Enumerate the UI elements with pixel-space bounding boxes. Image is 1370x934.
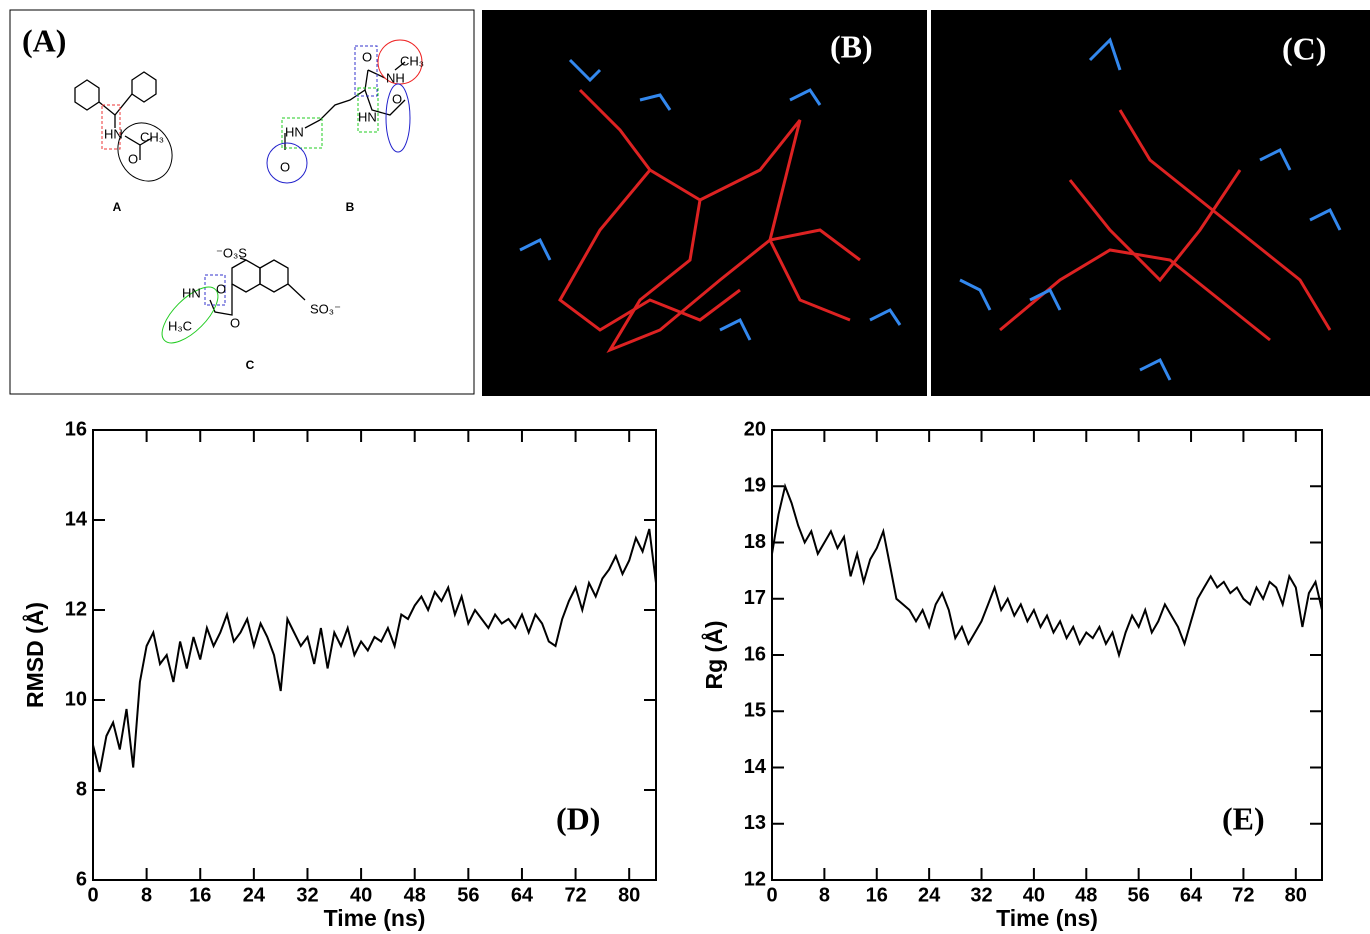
x-tick-label: 48 bbox=[1075, 884, 1097, 906]
panel-b-image bbox=[482, 10, 927, 396]
panel-a-frame bbox=[9, 9, 475, 395]
y-tick-label: 19 bbox=[744, 475, 766, 497]
y-tick-label: 12 bbox=[65, 598, 87, 620]
x-tick-label: 72 bbox=[1232, 884, 1254, 906]
x-tick-label: 56 bbox=[457, 884, 479, 906]
y-tick-label: 18 bbox=[744, 531, 766, 553]
x-tick-label: 80 bbox=[618, 884, 640, 906]
structure-drawings bbox=[74, 39, 423, 344]
y-tick-label: 14 bbox=[65, 508, 88, 530]
x-tick-label: 80 bbox=[1285, 884, 1307, 906]
panel-label: (A) bbox=[22, 22, 66, 58]
x-tick-label: 72 bbox=[564, 884, 586, 906]
x-tick-label: 40 bbox=[1023, 884, 1045, 906]
atom-label: SO₃⁻ bbox=[310, 301, 341, 316]
x-tick-label: 48 bbox=[404, 884, 426, 906]
structure-caption: C bbox=[246, 358, 255, 372]
x-tick-label: 24 bbox=[918, 884, 941, 906]
panel-label: (C) bbox=[1282, 30, 1326, 66]
atom-label: O bbox=[230, 315, 240, 330]
y-tick-label: 12 bbox=[744, 868, 766, 890]
atom-label: HN bbox=[358, 109, 377, 124]
plot-frame bbox=[92, 429, 657, 881]
atom-label: O bbox=[280, 159, 290, 174]
y-tick-label: 15 bbox=[744, 700, 766, 722]
x-tick-label: 0 bbox=[87, 884, 98, 906]
atom-label: NH bbox=[386, 70, 405, 85]
y-tick-label: 6 bbox=[76, 868, 87, 890]
panel-c-image bbox=[931, 10, 1370, 396]
molecule-sketch bbox=[519, 37, 1342, 381]
y-tick-label: 10 bbox=[65, 688, 87, 710]
y-tick-label: 17 bbox=[744, 587, 766, 609]
y-tick-label: 20 bbox=[744, 418, 766, 440]
atom-label: O bbox=[362, 49, 372, 64]
y-tick-label: 8 bbox=[76, 778, 87, 800]
atom-label: CH₃ bbox=[400, 53, 424, 68]
atom-label: HN bbox=[285, 124, 304, 139]
x-tick-label: 16 bbox=[866, 884, 888, 906]
x-tick-label: 32 bbox=[970, 884, 992, 906]
y-tick-label: 16 bbox=[65, 418, 87, 440]
x-axis-label: Time (ns) bbox=[996, 905, 1098, 931]
structure-caption: B bbox=[346, 200, 355, 214]
y-tick-label: 13 bbox=[744, 812, 766, 834]
atom-label: CH₃ bbox=[140, 129, 164, 144]
structure-caption: A bbox=[113, 200, 122, 214]
x-axis-label: Time (ns) bbox=[324, 905, 426, 931]
atom-label: HN bbox=[104, 126, 123, 141]
data-line bbox=[771, 482, 1323, 659]
atom-label: H₃C bbox=[168, 318, 192, 333]
x-tick-label: 40 bbox=[350, 884, 372, 906]
panel-label: (D) bbox=[556, 800, 600, 836]
x-tick-label: 16 bbox=[189, 884, 211, 906]
data-line bbox=[92, 528, 657, 773]
atom-label: HN bbox=[182, 285, 201, 300]
atom-label: O bbox=[216, 281, 226, 296]
x-tick-label: 0 bbox=[766, 884, 777, 906]
x-tick-label: 24 bbox=[243, 884, 266, 906]
x-tick-label: 64 bbox=[511, 884, 534, 906]
panel-label: (E) bbox=[1222, 800, 1265, 836]
x-tick-label: 56 bbox=[1128, 884, 1150, 906]
x-tick-label: 8 bbox=[819, 884, 830, 906]
x-tick-label: 64 bbox=[1180, 884, 1203, 906]
x-tick-label: 32 bbox=[296, 884, 318, 906]
y-axis-label: Rg (Å) bbox=[700, 621, 727, 690]
atom-label: O bbox=[128, 151, 138, 166]
y-tick-label: 16 bbox=[744, 643, 766, 665]
x-tick-label: 8 bbox=[141, 884, 152, 906]
atom-label: ⁻O₃S bbox=[216, 245, 247, 260]
panel-label: (B) bbox=[830, 28, 873, 64]
atom-label: O bbox=[392, 91, 402, 106]
y-tick-label: 14 bbox=[744, 756, 767, 778]
y-axis-label: RMSD (Å) bbox=[21, 602, 48, 708]
